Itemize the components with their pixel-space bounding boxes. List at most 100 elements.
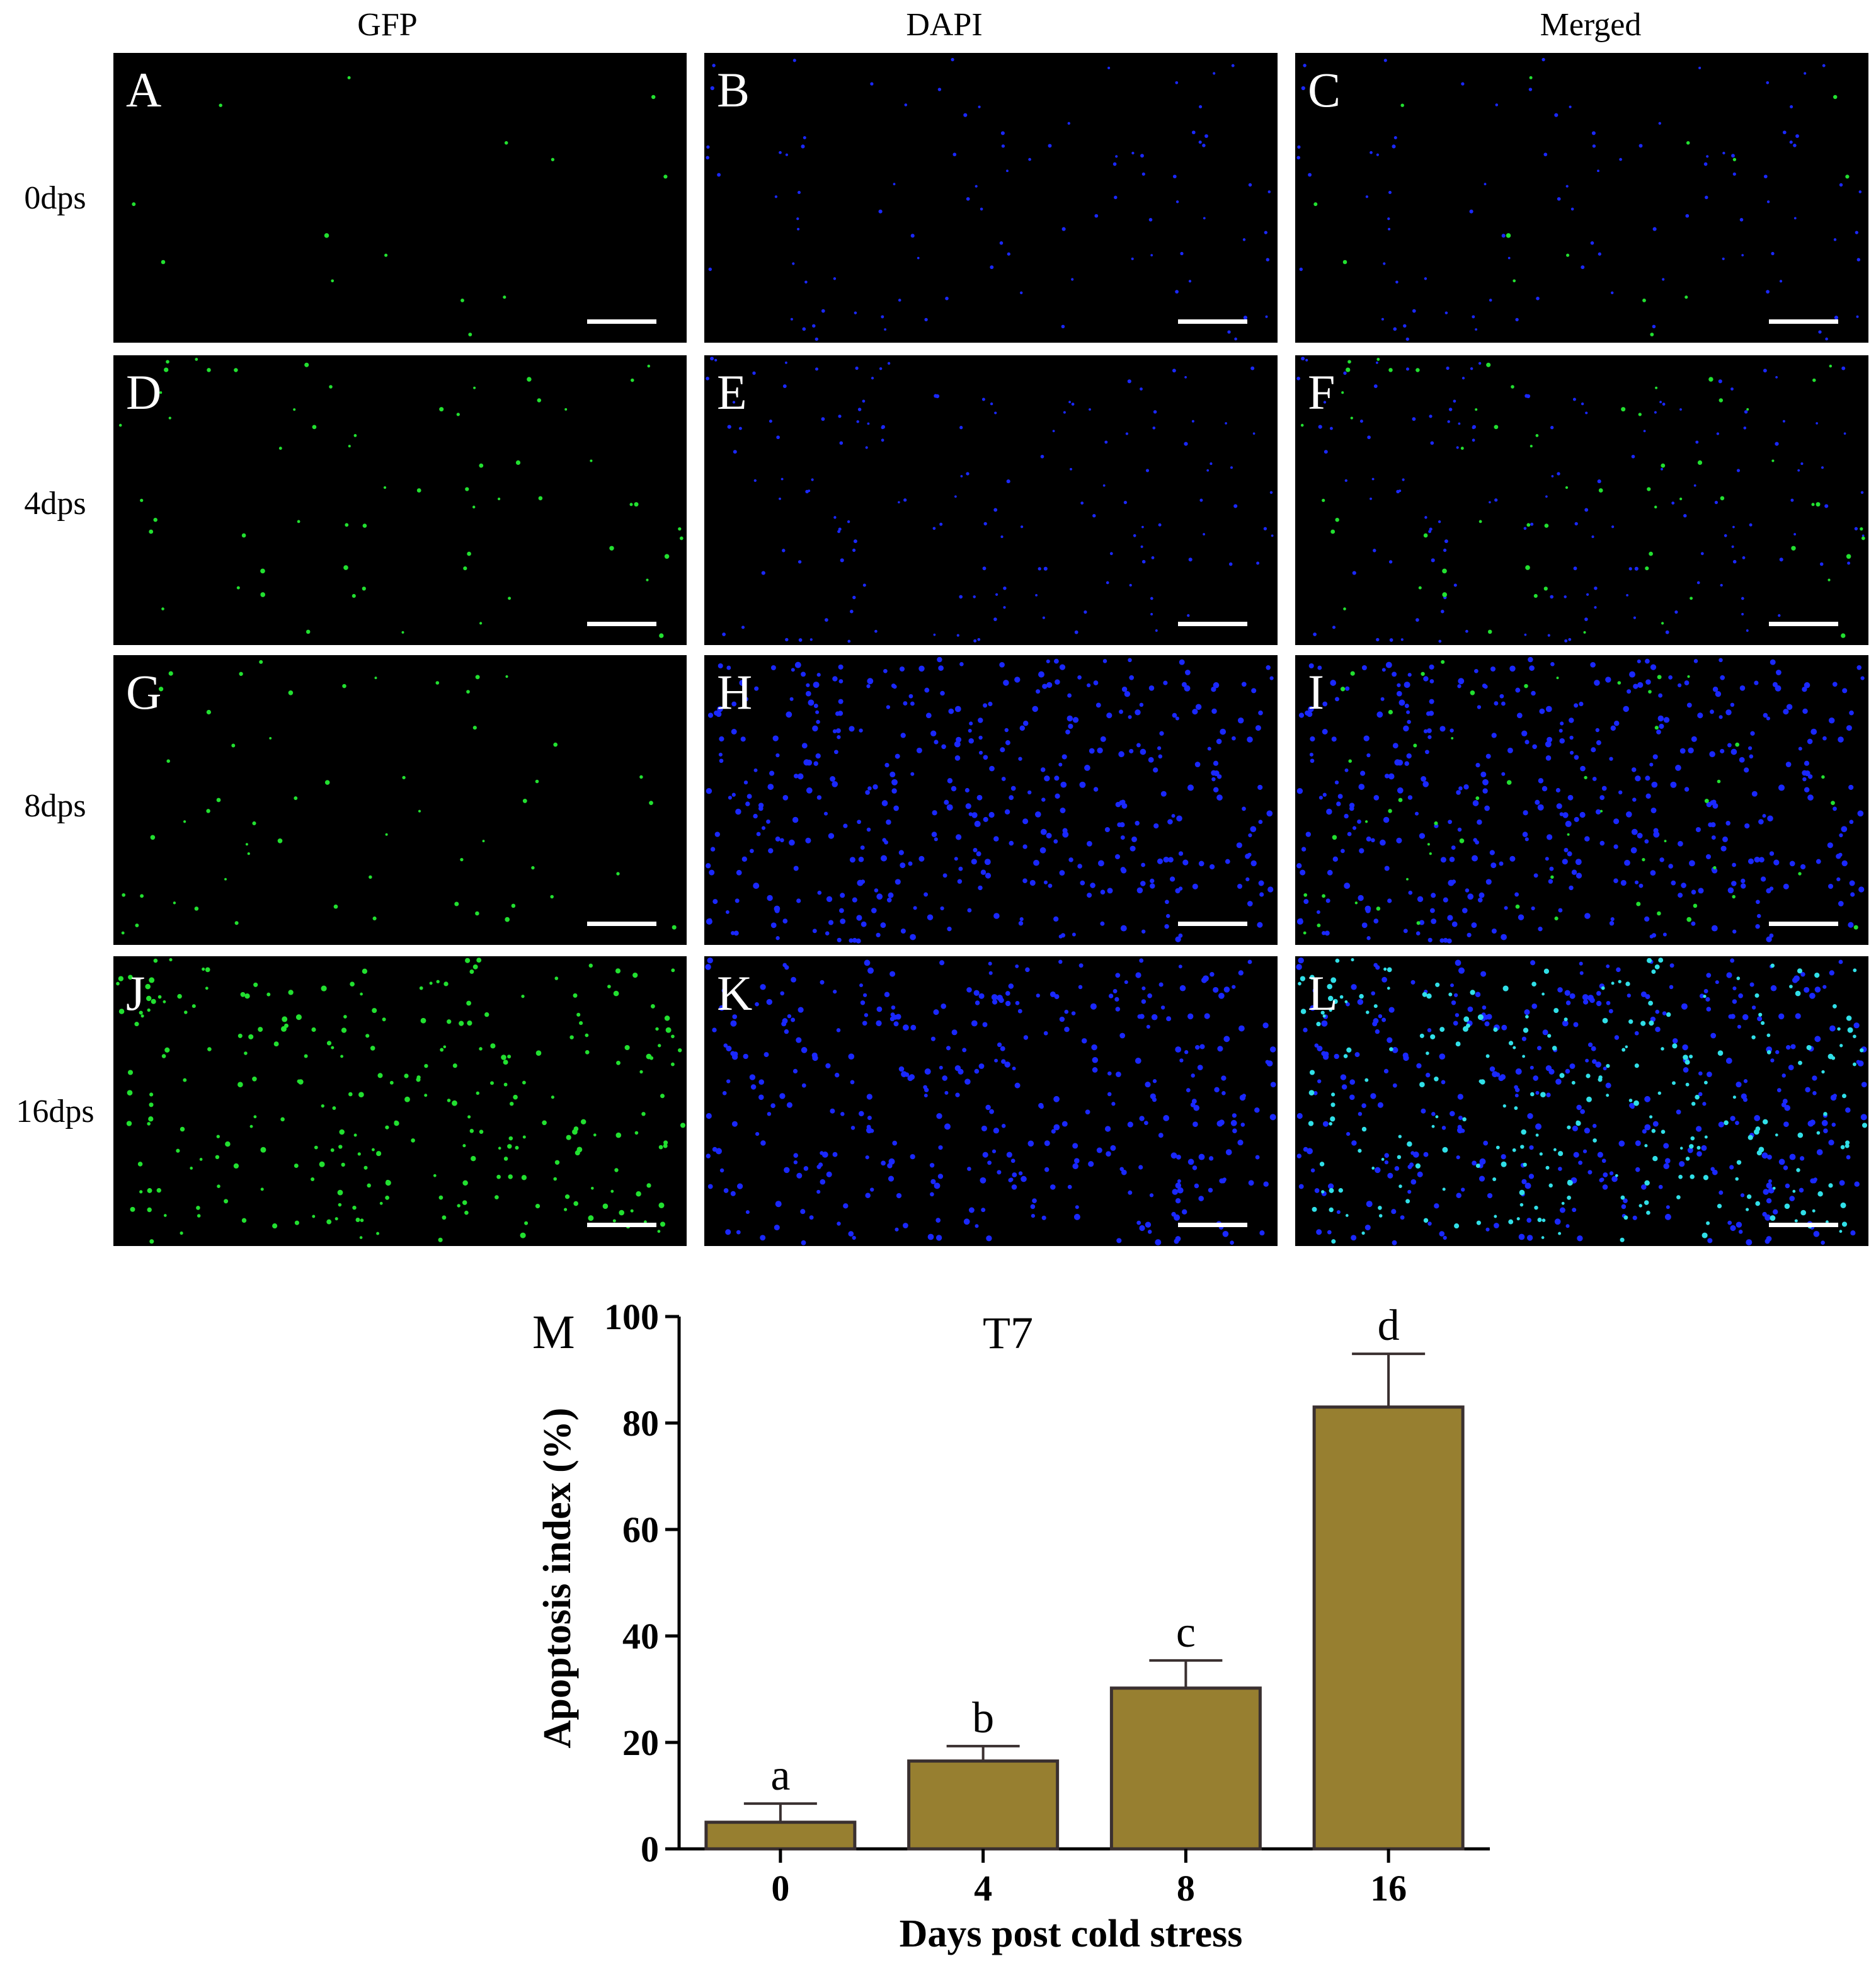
dapi-nucleus (1035, 593, 1038, 597)
dapi-nucleus (1270, 1082, 1276, 1088)
dapi-nucleus (1747, 858, 1754, 864)
dapi-nucleus (1678, 893, 1683, 898)
gfp-cell (353, 1133, 357, 1137)
merged-cell (1400, 103, 1404, 107)
gfp-cell (116, 981, 120, 986)
dapi-nucleus (1080, 501, 1084, 505)
dapi-nucleus (1551, 475, 1554, 477)
merged-cell (1522, 1055, 1526, 1058)
dapi-nucleus (782, 794, 789, 801)
dapi-nucleus (1594, 680, 1600, 686)
dapi-nucleus (988, 961, 992, 966)
dapi-nucleus (1317, 665, 1322, 670)
merged-cell (1358, 1148, 1362, 1153)
merged-cell (1419, 1033, 1424, 1038)
dapi-nucleus (1008, 983, 1014, 989)
gfp-cell (630, 1209, 634, 1213)
gfp-cell (244, 993, 250, 999)
dapi-nucleus (784, 1029, 789, 1034)
dapi-nucleus (1071, 1011, 1076, 1015)
dapi-nucleus (802, 327, 806, 331)
dapi-nucleus (1453, 1021, 1458, 1026)
dapi-nucleus (1730, 1014, 1736, 1019)
dapi-nucleus (1417, 1171, 1423, 1177)
dapi-nucleus (1861, 1082, 1867, 1088)
dapi-nucleus (865, 1192, 871, 1198)
dapi-nucleus (1732, 929, 1737, 934)
gfp-cell (194, 906, 199, 911)
dapi-nucleus (1821, 1119, 1828, 1126)
merged-cell (1419, 1082, 1425, 1088)
dapi-nucleus (1106, 1151, 1111, 1157)
dapi-nucleus (1141, 559, 1146, 564)
dapi-nucleus (1674, 610, 1678, 614)
dapi-nucleus (1073, 1213, 1080, 1220)
merged-cell (1312, 1206, 1317, 1212)
merged-cell (1388, 809, 1392, 813)
dapi-nucleus (870, 82, 874, 86)
dapi-nucleus (1131, 836, 1137, 842)
dapi-nucleus (1038, 671, 1044, 678)
merged-cell (1364, 820, 1368, 823)
dapi-nucleus (1741, 883, 1746, 889)
dapi-nucleus (886, 705, 891, 709)
dapi-nucleus (1349, 806, 1354, 811)
gfp-cell (507, 1055, 512, 1059)
merged-cell (1335, 517, 1339, 522)
dapi-nucleus (812, 324, 816, 328)
dapi-nucleus (1140, 387, 1143, 391)
gfp-cell (148, 1116, 154, 1122)
merged-cell (1566, 253, 1570, 257)
dapi-nucleus (1453, 583, 1457, 587)
dapi-nucleus (1351, 1235, 1357, 1241)
dapi-nucleus (1491, 928, 1497, 934)
merged-cell (1636, 901, 1641, 906)
dapi-nucleus (910, 934, 916, 940)
gfp-cell (508, 1136, 513, 1141)
dapi-nucleus (1341, 1084, 1347, 1090)
merged-cell (1690, 1136, 1695, 1141)
gfp-cell (509, 1101, 514, 1106)
dapi-nucleus (1550, 426, 1554, 430)
dapi-nucleus (1573, 566, 1577, 571)
merged-cell (1598, 488, 1603, 493)
dapi-nucleus (1453, 993, 1458, 997)
dapi-nucleus (1725, 709, 1732, 716)
dapi-nucleus (1698, 1071, 1703, 1076)
gfp-cell (340, 1055, 344, 1058)
dapi-nucleus (1141, 986, 1146, 991)
dapi-nucleus (1059, 870, 1065, 876)
dapi-nucleus (1855, 231, 1858, 234)
dapi-nucleus (1242, 806, 1246, 811)
gfp-cell (564, 1194, 570, 1199)
dapi-nucleus (977, 637, 981, 641)
dapi-nucleus (1659, 723, 1664, 729)
gfp-cell (490, 1081, 494, 1085)
merged-cell (1502, 985, 1509, 992)
dapi-nucleus (792, 1068, 798, 1074)
dapi-nucleus (1233, 504, 1238, 508)
dapi-nucleus (1547, 736, 1553, 743)
y-axis-label: Apoptosis index (%) (536, 1408, 579, 1749)
dapi-nucleus (1521, 730, 1528, 736)
dapi-nucleus (930, 1179, 936, 1184)
gfp-cell (132, 202, 136, 207)
dapi-nucleus (1225, 422, 1227, 425)
dapi-nucleus (1645, 658, 1650, 664)
dapi-nucleus (1772, 1209, 1778, 1215)
dapi-nucleus (857, 879, 864, 886)
merged-cell (1354, 901, 1358, 905)
dapi-nucleus (737, 1183, 743, 1189)
dapi-nucleus (1093, 787, 1099, 792)
merged-cell (1732, 895, 1736, 899)
dapi-nucleus (1187, 784, 1194, 791)
dapi-nucleus (1631, 454, 1635, 459)
dapi-nucleus (935, 1218, 941, 1223)
dapi-nucleus (1148, 757, 1154, 763)
dapi-nucleus (1022, 818, 1029, 825)
dapi-nucleus (1702, 1102, 1707, 1106)
dapi-nucleus (825, 1063, 831, 1069)
dapi-nucleus (1322, 792, 1327, 797)
gfp-cell (462, 1200, 467, 1205)
dapi-nucleus (816, 719, 820, 724)
